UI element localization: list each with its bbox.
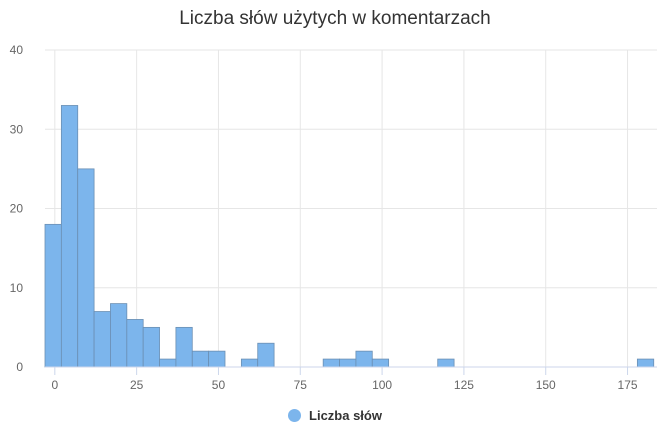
x-tick-label: 100 — [372, 378, 392, 392]
x-tick-label: 50 — [212, 378, 226, 392]
histogram-bar — [175, 326, 193, 368]
histogram-bar — [110, 303, 128, 368]
y-tick-label: 10 — [10, 281, 24, 295]
histogram-bar — [437, 358, 455, 368]
histogram-bar — [44, 223, 62, 368]
histogram-bar — [77, 168, 95, 368]
histogram-bar — [322, 358, 340, 368]
x-tick-label: 175 — [618, 378, 638, 392]
y-tick-label: 20 — [10, 202, 24, 216]
legend-marker-icon — [288, 409, 302, 422]
x-tick-label: 150 — [536, 378, 556, 392]
histogram-bar — [339, 358, 357, 368]
histogram-bar — [355, 350, 373, 368]
histogram-bar — [371, 358, 390, 368]
y-tick-label: 40 — [10, 43, 24, 57]
histogram-bar — [636, 358, 655, 368]
legend-label: Liczba słów — [309, 408, 382, 423]
histogram-bar — [240, 358, 259, 368]
y-tick-label: 0 — [16, 360, 23, 374]
histogram-bar — [126, 319, 144, 368]
x-tick-label: 0 — [51, 378, 58, 392]
histogram-bar — [60, 105, 79, 368]
chart-title: Liczba słów użytych w komentarzach — [179, 8, 491, 29]
y-tick-label: 30 — [10, 122, 24, 136]
legend[interactable]: Liczba słów — [0, 408, 670, 423]
x-tick-label: 125 — [454, 378, 474, 392]
histogram-bar — [93, 311, 111, 368]
histogram-bar — [191, 350, 210, 368]
histogram-bar — [257, 342, 275, 368]
histogram-bar — [208, 350, 226, 368]
x-tick-label: 75 — [294, 378, 308, 392]
x-tick-label: 25 — [130, 378, 144, 392]
histogram-bar — [159, 358, 177, 368]
histogram-bar — [142, 326, 160, 368]
